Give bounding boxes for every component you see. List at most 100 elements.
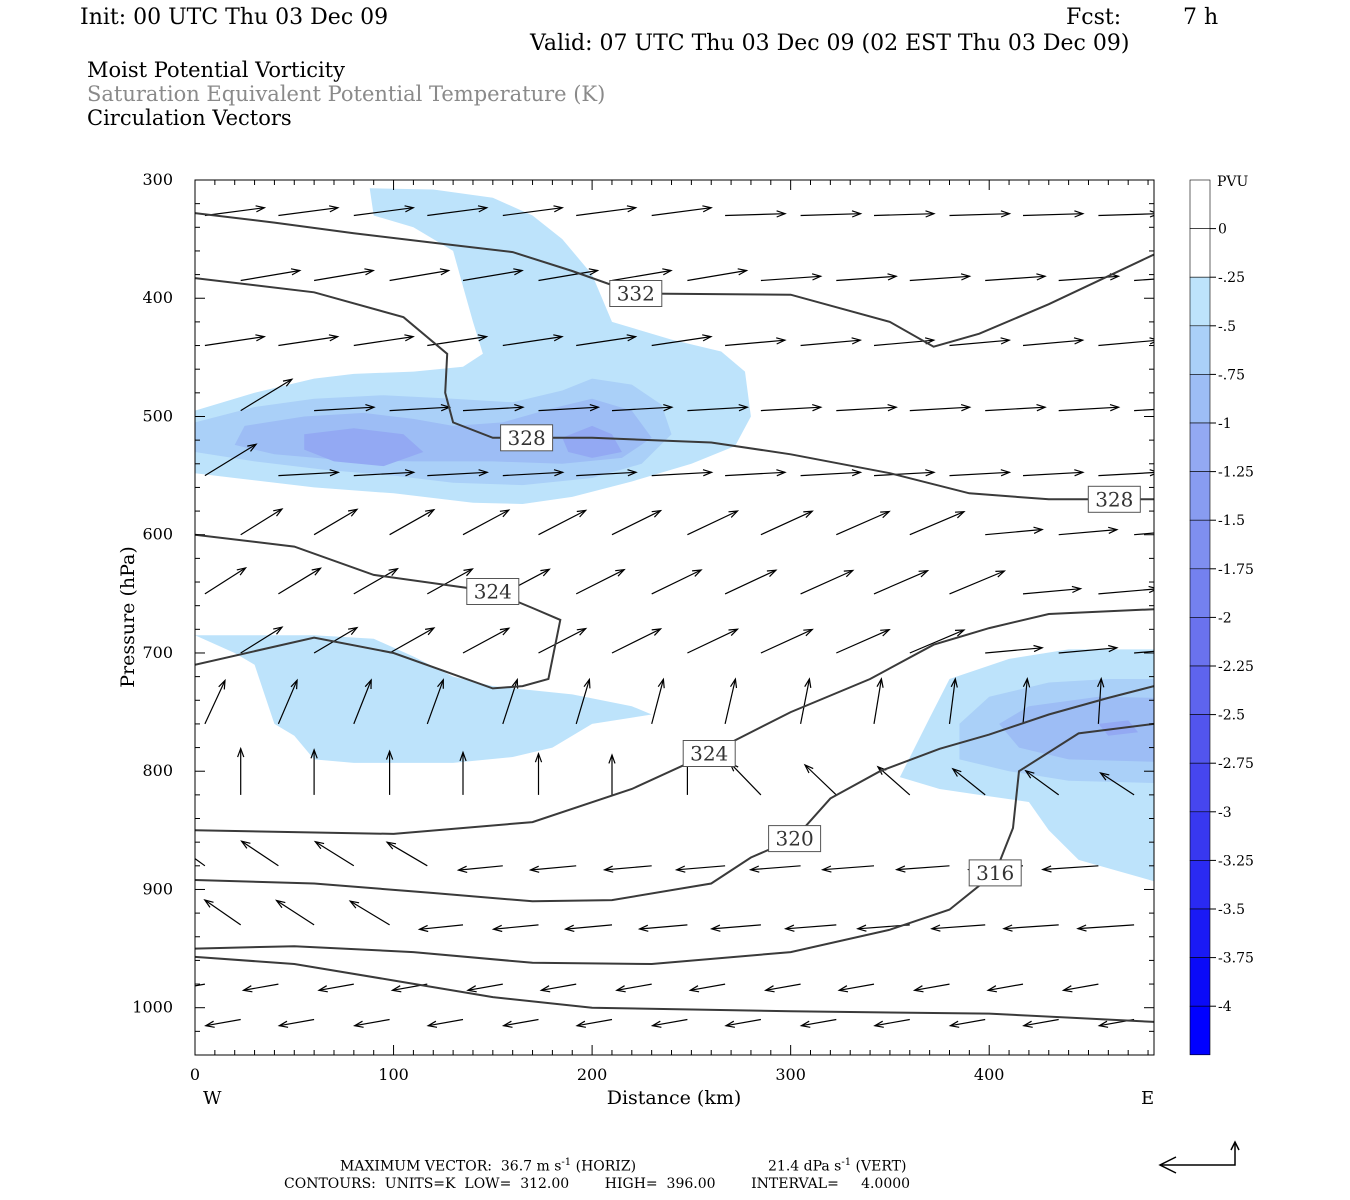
theta-contours <box>195 212 1154 1023</box>
wind-vector-head <box>553 205 565 213</box>
x-tick-labels: 0 100 200 300 400 <box>190 1065 1005 1084</box>
theta-contour <box>195 955 1154 1023</box>
wind-vector <box>428 1018 464 1027</box>
wind-vector-head <box>799 1020 811 1028</box>
wind-vector <box>204 567 246 595</box>
wind-vector <box>836 275 897 282</box>
wind-vector-head <box>218 678 226 690</box>
wind-vector <box>725 471 786 477</box>
wind-vector-head <box>651 509 663 518</box>
wind-vector-head <box>766 569 778 578</box>
wind-vector-head <box>728 510 740 518</box>
wind-vector-head <box>950 677 958 688</box>
wind-vector-head <box>426 1020 438 1028</box>
colorbar-bin <box>1189 228 1211 278</box>
wind-vector <box>538 269 598 282</box>
wind-vector-head <box>692 569 703 577</box>
colorbar-bin <box>1189 471 1211 521</box>
wind-vector-head <box>651 628 663 636</box>
wind-vector <box>575 679 590 725</box>
wind-vector <box>278 336 338 347</box>
wind-vector-head <box>709 924 721 932</box>
wind-vector <box>765 983 801 991</box>
wind-vector-head <box>282 378 294 387</box>
wind-vector-head <box>925 469 936 477</box>
pv-region-025-1 <box>195 635 652 763</box>
wind-vector-head <box>851 210 863 218</box>
colorbar-bin <box>1189 276 1211 327</box>
wind-vector-head <box>170 841 179 849</box>
wind-vector-head <box>1002 924 1013 932</box>
wind-vector-head <box>804 677 812 688</box>
wind-vector <box>1058 275 1119 282</box>
wind-vector-head <box>404 205 416 213</box>
wind-vector-head <box>912 985 924 993</box>
wind-vector <box>240 378 293 412</box>
wind-vector <box>873 570 928 595</box>
wind-vector-head <box>1149 210 1154 218</box>
wind-vector-head <box>1022 1020 1033 1028</box>
x-tick-label: 300 <box>775 1065 806 1084</box>
wind-vector-head <box>608 753 616 764</box>
wind-vector <box>427 471 488 477</box>
wind-vector-head <box>615 985 626 993</box>
wind-vector-head <box>588 268 600 276</box>
wind-vector-head <box>851 469 863 477</box>
wind-vector <box>725 339 785 347</box>
wind-vector <box>353 568 398 595</box>
plot-frame <box>194 179 1155 1056</box>
wind-vector-head <box>404 334 415 342</box>
contour-label-box <box>466 578 520 605</box>
colorbar-level-label: -2.75 <box>1218 756 1254 772</box>
wind-vector-head <box>776 469 787 477</box>
contour-label-box <box>682 740 736 767</box>
wind-vector-head <box>1041 865 1052 873</box>
wind-vector-head <box>456 865 468 873</box>
wind-vector-head <box>424 508 436 517</box>
wind-vector <box>1042 865 1099 871</box>
wind-vector-head <box>589 404 601 412</box>
wind-vector <box>278 471 339 477</box>
wind-vector <box>353 207 414 217</box>
circulation-vectors <box>170 205 1154 1028</box>
wind-vector-head <box>737 268 749 276</box>
wind-vector <box>426 679 444 725</box>
wind-vector-head <box>954 511 966 519</box>
wind-vector <box>687 406 748 412</box>
wind-vector <box>353 336 414 347</box>
wind-vector <box>389 627 435 654</box>
wind-vector-head <box>439 268 451 276</box>
wind-vector-head <box>729 677 738 689</box>
wind-vector <box>687 269 747 282</box>
wind-vector <box>949 471 1010 477</box>
wind-vector-head <box>255 334 267 342</box>
colorbar-bin <box>1189 811 1211 861</box>
vert-value: 21.4 dPa s <box>768 1158 842 1175</box>
contour-label-box <box>609 280 663 307</box>
wind-vector-head <box>1099 771 1110 781</box>
wind-vector-head <box>388 567 400 576</box>
colorbar-unit-label: PVU <box>1217 174 1249 190</box>
colorbar-level-label: -3.75 <box>1218 951 1254 967</box>
wind-vector <box>277 679 298 725</box>
wind-vector <box>760 628 813 654</box>
wind-vector-head <box>385 749 394 760</box>
wind-vector <box>576 207 636 217</box>
colorbar-bin <box>1189 957 1211 1007</box>
wind-vector-head <box>477 205 489 213</box>
wind-vector-head <box>1097 676 1105 688</box>
wind-vector-head <box>843 569 855 578</box>
wind-vector-head <box>1036 404 1047 412</box>
wind-vector-head <box>887 273 898 281</box>
wind-vector <box>313 508 358 536</box>
wind-vector <box>873 471 935 477</box>
wind-vector <box>538 406 599 412</box>
wind-vector-head <box>811 273 823 281</box>
wind-vector <box>1077 924 1135 930</box>
wind-vector-head <box>364 678 372 690</box>
field-title-pv: Moist Potential Vorticity <box>87 58 345 82</box>
wind-vector-head <box>1149 337 1154 345</box>
wind-vector-head <box>856 924 867 932</box>
contour-label: 316 <box>976 861 1014 885</box>
contour-label: 328 <box>1095 487 1133 511</box>
